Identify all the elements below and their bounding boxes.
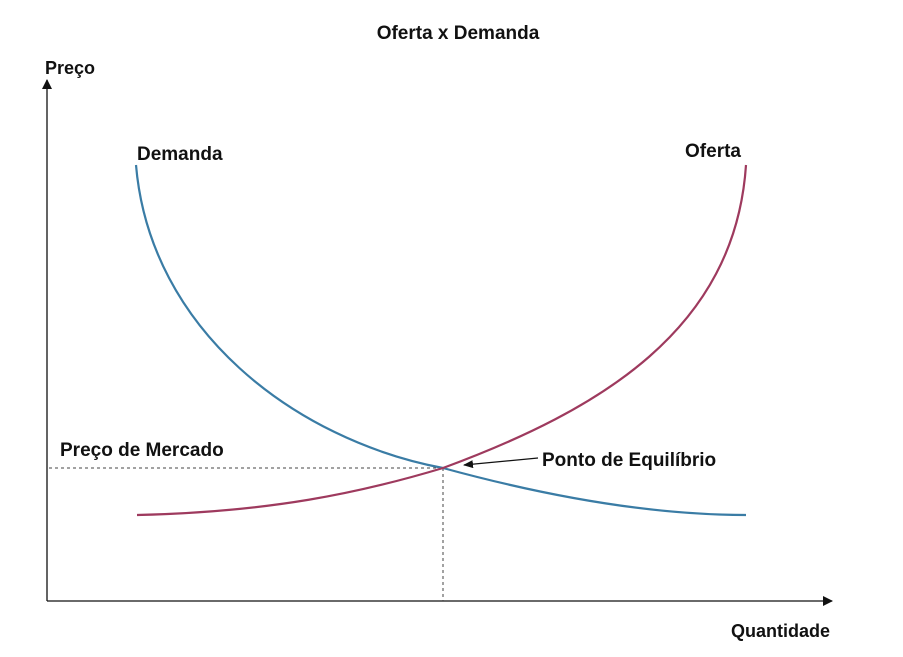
chart-title: Oferta x Demanda	[377, 23, 540, 44]
supply-label: Oferta	[685, 141, 741, 162]
demand-curve	[134, 164, 747, 517]
x-axis-label: Quantidade	[731, 621, 830, 641]
supply-curve	[136, 164, 748, 517]
equilibrium-point-label: Ponto de Equilíbrio	[542, 450, 716, 471]
equilibrium-pointer-arrow	[463, 457, 539, 469]
demand-label: Demanda	[137, 144, 223, 165]
y-axis-label: Preço	[45, 58, 95, 78]
market-price-label: Preço de Mercado	[60, 440, 224, 461]
